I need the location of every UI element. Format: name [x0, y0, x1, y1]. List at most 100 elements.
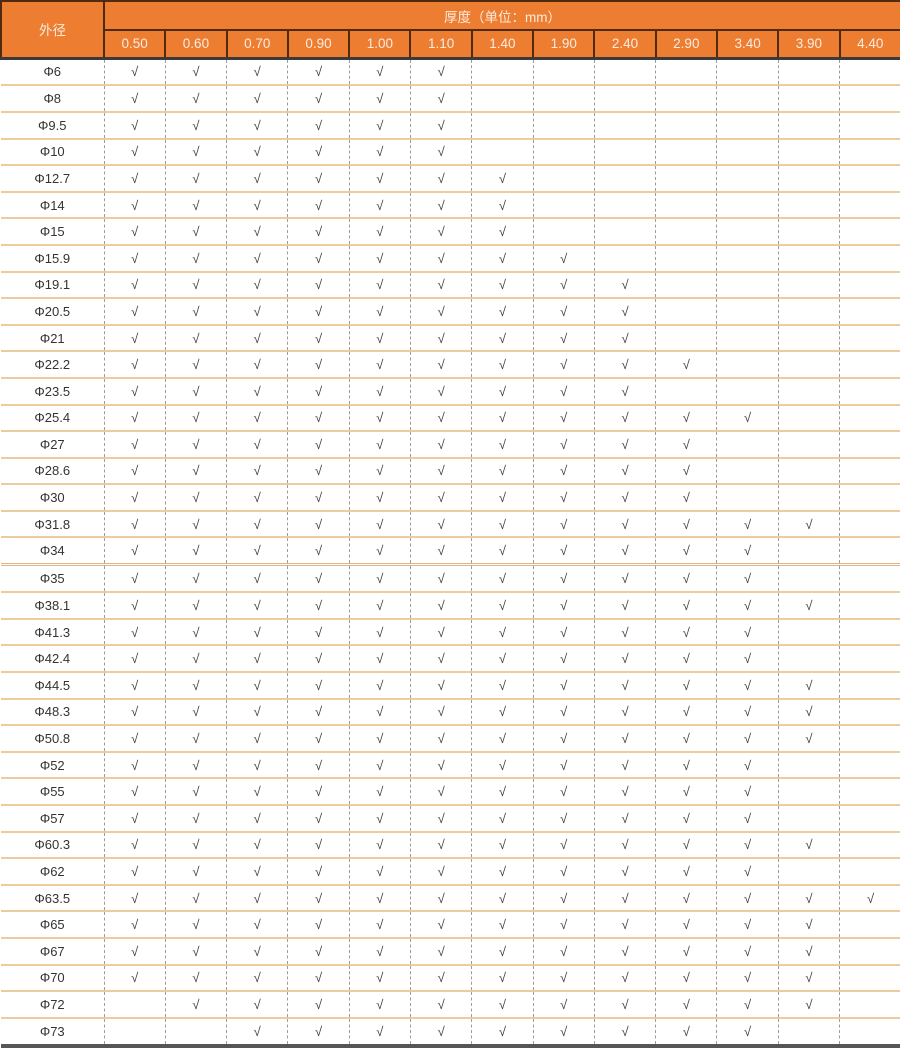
check-cell: √	[103, 697, 166, 727]
diameter-cell: Φ72	[1, 990, 105, 1019]
check-cell: √	[348, 963, 411, 993]
check-cell: √	[348, 270, 411, 300]
empty-cell	[839, 671, 900, 700]
check-cell: √	[164, 56, 228, 87]
table-row: Φ48.3 √ √ √ √ √ √ √ √ √ √ √ √	[1, 697, 900, 727]
check-cell: √	[287, 323, 350, 353]
thickness-column-header: 4.40	[838, 29, 900, 60]
check-cell: √	[471, 509, 534, 539]
empty-cell	[777, 617, 841, 647]
check-cell: √	[348, 617, 411, 647]
table-row: Φ41.3 √ √ √ √ √ √ √ √ √ √ √	[1, 617, 900, 647]
check-cell: √	[593, 963, 657, 993]
empty-cell	[777, 456, 841, 486]
empty-cell	[716, 56, 779, 87]
check-cell: √	[716, 910, 779, 939]
empty-cell	[839, 164, 900, 193]
check-cell: √	[103, 830, 166, 860]
check-cell: √	[164, 190, 228, 220]
diameter-cell: Φ34	[1, 536, 105, 566]
check-cell: √	[103, 750, 166, 780]
table-row: Φ35 √ √ √ √ √ √ √ √ √ √ √	[1, 563, 900, 594]
diameter-cell: Φ41.3	[1, 617, 105, 647]
check-cell: √	[409, 936, 473, 966]
diameter-cell: Φ28.6	[1, 456, 105, 486]
check-cell: √	[103, 509, 166, 539]
check-cell: √	[777, 910, 841, 939]
empty-cell	[839, 910, 900, 939]
check-cell: √	[287, 617, 350, 647]
check-cell: √	[716, 644, 779, 673]
thickness-column-header: 3.40	[715, 29, 780, 60]
diameter-cell: Φ50.8	[1, 724, 105, 753]
check-cell: √	[226, 803, 289, 833]
table-row: Φ22.2 √ √ √ √ √ √ √ √ √ √	[1, 350, 900, 379]
check-cell: √	[655, 777, 718, 806]
check-cell: √	[103, 963, 166, 993]
check-cell: √	[716, 1016, 779, 1048]
check-cell: √	[716, 936, 779, 966]
check-cell: √	[164, 963, 228, 993]
check-cell: √	[409, 830, 473, 860]
check-cell: √	[471, 883, 534, 913]
check-cell: √	[471, 350, 534, 379]
diameter-cell: Φ42.4	[1, 644, 105, 673]
check-cell: √	[287, 591, 350, 620]
check-cell: √	[164, 483, 228, 512]
empty-cell	[655, 217, 718, 246]
check-cell: √	[593, 697, 657, 727]
empty-cell	[532, 56, 595, 87]
diameter-cell: Φ6	[1, 56, 105, 87]
check-cell: √	[287, 164, 350, 193]
check-cell: √	[409, 110, 473, 140]
check-cell: √	[226, 536, 289, 566]
check-cell: √	[777, 509, 841, 539]
empty-cell	[532, 110, 595, 140]
check-cell: √	[409, 750, 473, 780]
check-cell: √	[655, 803, 718, 833]
check-cell: √	[226, 350, 289, 379]
table-header: 外径 厚度（单位：mm） 0.50 0.60 0.70 0.90 1.00 1.10 1.4…	[0, 0, 900, 60]
diameter-cell: Φ52	[1, 750, 105, 780]
check-cell: √	[409, 350, 473, 379]
check-cell: √	[532, 990, 595, 1019]
check-cell: √	[226, 56, 289, 87]
empty-cell	[839, 644, 900, 673]
diameter-cell: Φ14	[1, 190, 105, 220]
check-cell: √	[103, 777, 166, 806]
empty-cell	[839, 217, 900, 246]
check-cell: √	[593, 403, 657, 433]
check-cell: √	[655, 350, 718, 379]
check-cell: √	[287, 456, 350, 486]
diameter-cell: Φ23.5	[1, 376, 105, 406]
check-cell: √	[164, 536, 228, 566]
check-cell: √	[287, 803, 350, 833]
empty-cell	[655, 110, 718, 140]
check-cell: √	[593, 910, 657, 939]
empty-cell	[839, 190, 900, 220]
check-cell: √	[348, 644, 411, 673]
check-cell: √	[164, 270, 228, 300]
check-cell: √	[471, 724, 534, 753]
empty-cell	[777, 644, 841, 673]
empty-cell	[839, 750, 900, 780]
table-row: Φ15 √ √ √ √ √ √ √	[1, 217, 900, 246]
check-cell: √	[348, 536, 411, 566]
check-cell: √	[164, 936, 228, 966]
diameter-cell: Φ44.5	[1, 671, 105, 700]
empty-cell	[593, 84, 657, 113]
check-cell: √	[348, 137, 411, 167]
check-cell: √	[532, 297, 595, 326]
check-cell: √	[777, 990, 841, 1019]
empty-cell	[103, 1016, 166, 1048]
check-cell: √	[103, 217, 166, 246]
check-cell: √	[164, 697, 228, 727]
check-cell: √	[348, 750, 411, 780]
table-row: Φ21 √ √ √ √ √ √ √ √ √	[1, 323, 900, 353]
check-cell: √	[164, 376, 228, 406]
diameter-cell: Φ12.7	[1, 164, 105, 193]
check-cell: √	[471, 990, 534, 1019]
check-cell: √	[226, 617, 289, 647]
check-cell: √	[348, 483, 411, 512]
check-cell: √	[593, 376, 657, 406]
